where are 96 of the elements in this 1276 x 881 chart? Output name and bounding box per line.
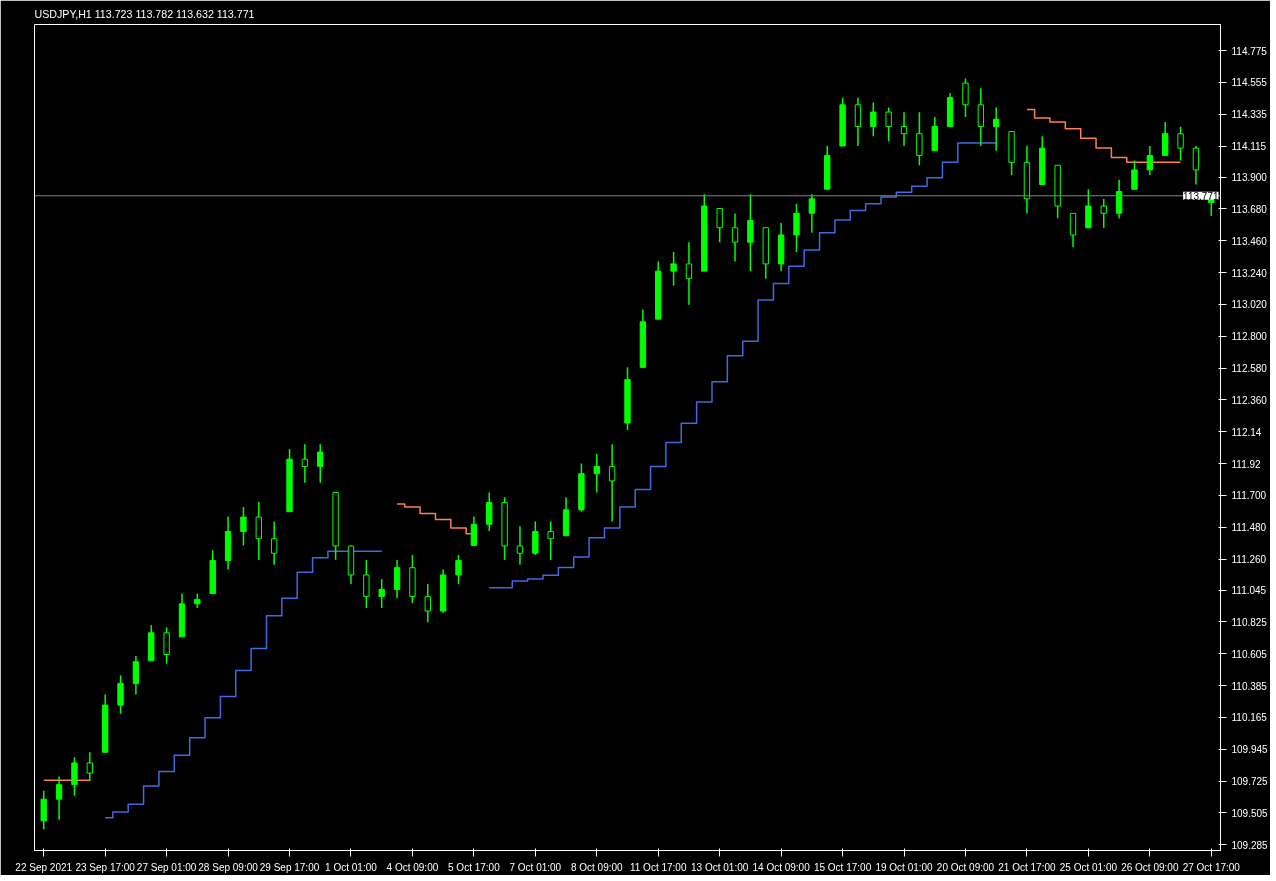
candlestick — [608, 443, 616, 523]
chart-title: USDJPY,H1 113.723 113.782 113.632 113.771 — [34, 7, 255, 20]
x-tick-label: 25 Oct 01:00 — [1059, 861, 1118, 873]
x-tick-label: 29 Sep 17:00 — [259, 861, 320, 873]
candlestick — [40, 790, 47, 831]
x-tick-label: 11 Oct 17:00 — [629, 861, 687, 873]
y-tick-label: 114.335 — [1231, 109, 1268, 121]
candlestick — [1162, 121, 1169, 157]
candlestick — [532, 520, 539, 556]
x-tick-label: 21 Oct 17:00 — [998, 861, 1056, 873]
candlestick — [117, 674, 124, 715]
y-tick-label: 111.700 — [1231, 490, 1267, 502]
candlestick — [885, 106, 892, 142]
x-tick-label: 22 Sep 2021 — [15, 861, 73, 873]
candlestick — [962, 77, 969, 118]
y-tick-label: 109.505 — [1231, 807, 1269, 819]
x-tick-label: 15 Oct 17:00 — [813, 861, 872, 873]
candlestick — [86, 751, 93, 782]
candlestick — [593, 453, 600, 494]
y-tick-label: 109.945 — [1231, 744, 1269, 756]
candlestick — [470, 515, 478, 547]
candlestick — [301, 443, 309, 484]
x-tick-label: 8 Oct 09:00 — [570, 861, 624, 873]
x-tick-label: 27 Sep 01:00 — [136, 861, 197, 873]
y-tick-label: 113.240 — [1231, 267, 1268, 279]
candlestick — [993, 106, 1000, 152]
candlestick — [731, 212, 739, 263]
x-tick-label: 23 Sep 17:00 — [75, 861, 136, 873]
candlestick — [1100, 198, 1107, 229]
y-tick-label: 110.165 — [1231, 712, 1268, 724]
candlestick — [1192, 145, 1200, 186]
candlestick — [547, 520, 554, 561]
y-tick-label: 109.285 — [1231, 839, 1269, 851]
y-tick-label: 114.775 — [1231, 45, 1268, 57]
candlestick — [716, 207, 723, 243]
candlestick — [900, 111, 908, 147]
candlestick — [393, 559, 401, 600]
candlestick — [1085, 188, 1092, 229]
x-tick-label: 7 Oct 01:00 — [509, 861, 562, 873]
candlestick — [240, 506, 247, 547]
y-tick-label: 113.900 — [1231, 172, 1268, 184]
x-tick-label: 20 Oct 09:00 — [936, 861, 995, 873]
y-tick-label: 113.680 — [1231, 203, 1268, 215]
y-tick-label: 110.385 — [1231, 680, 1268, 692]
candlestick — [55, 775, 63, 821]
y-tick-label: 112.360 — [1231, 394, 1268, 406]
x-tick-label: 1 Oct 01:00 — [325, 861, 378, 873]
candlestick — [270, 520, 278, 566]
candlestick — [870, 101, 877, 138]
candlestick — [854, 97, 862, 147]
y-tick-label: 111.92 — [1231, 458, 1262, 470]
candlestick — [747, 193, 754, 272]
candlestick — [163, 626, 170, 665]
candlestick — [1115, 178, 1123, 219]
candlestick — [455, 554, 462, 585]
y-tick-label: 109.725 — [1231, 776, 1269, 788]
y-tick-label: 110.605 — [1231, 648, 1268, 660]
candlestick — [71, 756, 78, 797]
y-tick-label: 111.045 — [1231, 585, 1267, 597]
y-tick-label: 113.460 — [1231, 235, 1268, 247]
candlestick — [1177, 126, 1184, 162]
candlestick — [317, 443, 324, 484]
candlestick — [977, 87, 985, 147]
candlestick — [255, 501, 262, 561]
x-tick-label: 28 Sep 09:00 — [198, 861, 259, 873]
ref-line-label: 113.771 — [1183, 190, 1219, 202]
y-tick-label: 110.825 — [1231, 616, 1268, 628]
candlestick — [378, 578, 385, 609]
y-tick-label: 114.115 — [1231, 141, 1267, 153]
candlestick — [1069, 212, 1077, 248]
x-tick-label: 26 Oct 09:00 — [1121, 861, 1179, 873]
candlestick — [793, 202, 800, 253]
y-tick-label: 113.020 — [1231, 299, 1268, 311]
x-tick-label: 4 Oct 09:00 — [386, 861, 439, 873]
candlestick — [685, 241, 693, 306]
candlestick — [670, 251, 677, 287]
y-tick-label: 112.580 — [1231, 363, 1268, 375]
candlestick — [424, 583, 431, 624]
y-tick-label: 114.555 — [1231, 77, 1268, 89]
x-tick-label: 13 Oct 01:00 — [691, 861, 749, 873]
candlestick — [1146, 145, 1154, 176]
x-tick-label: 19 Oct 01:00 — [875, 861, 934, 873]
candlestick — [1131, 159, 1138, 191]
candlestick — [486, 491, 493, 532]
y-tick-label: 112.800 — [1231, 331, 1268, 343]
x-tick-label: 5 Oct 17:00 — [448, 861, 501, 873]
y-tick-label: 112.14 — [1231, 426, 1262, 438]
candlestick — [516, 525, 524, 566]
y-tick-label: 111.260 — [1231, 554, 1267, 566]
candlestick — [808, 193, 816, 234]
candlestick — [363, 559, 370, 609]
y-tick-label: 111.480 — [1231, 522, 1267, 534]
x-tick-label: 14 Oct 09:00 — [752, 861, 811, 873]
x-tick-label: 27 Oct 17:00 — [1182, 861, 1241, 873]
candlestick — [916, 111, 923, 166]
candlestick — [132, 655, 140, 696]
